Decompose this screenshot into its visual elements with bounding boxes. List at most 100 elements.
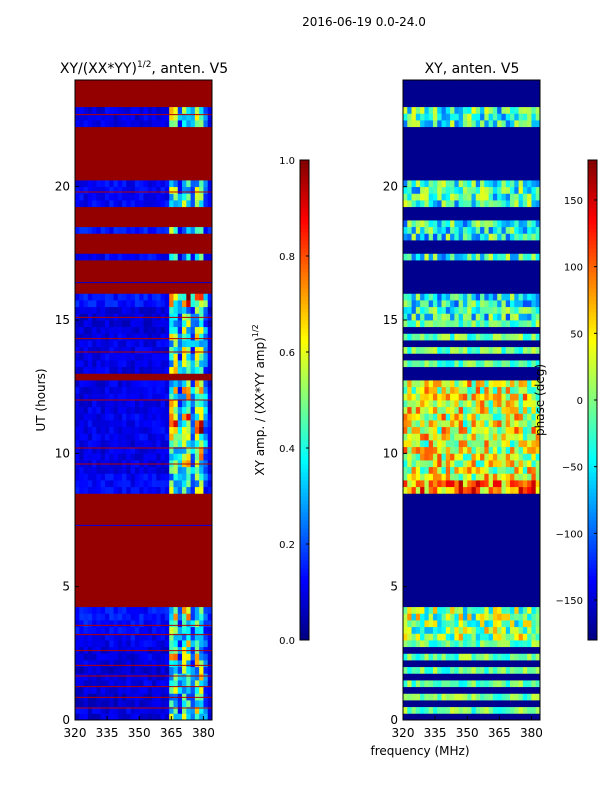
- left-cell: [130, 540, 136, 548]
- left-cell: [79, 113, 84, 121]
- right-cell: [467, 486, 472, 494]
- left-cell: [177, 346, 183, 354]
- left-cell: [160, 326, 166, 334]
- left-colorbar-swatch: [300, 616, 309, 621]
- left-cell: [139, 666, 144, 674]
- right-cell: [492, 360, 498, 368]
- left-cell: [156, 320, 162, 328]
- right-cell: [411, 513, 417, 521]
- right-cell: [518, 360, 524, 368]
- left-cell: [173, 426, 179, 434]
- right-cell: [475, 686, 481, 694]
- right-cell: [407, 613, 412, 621]
- left-cell: [194, 160, 200, 168]
- right-cell: [424, 553, 430, 561]
- right-cell: [454, 386, 460, 394]
- left-cell: [87, 566, 93, 574]
- right-cell: [531, 593, 537, 601]
- right-cell: [432, 506, 438, 514]
- left-cell: [96, 146, 102, 154]
- left-cell: [75, 513, 80, 521]
- left-cell: [156, 440, 162, 448]
- left-cell: [75, 266, 80, 274]
- left-cell: [164, 553, 170, 561]
- right-cell: [450, 546, 455, 554]
- left-cell: [177, 286, 183, 294]
- left-cell: [100, 700, 106, 708]
- left-cell: [134, 226, 140, 234]
- right-cell: [437, 426, 442, 434]
- right-cell: [420, 660, 425, 668]
- right-cell: [462, 620, 468, 628]
- right-cell: [518, 500, 524, 508]
- right-cell: [467, 700, 472, 708]
- left-cell: [79, 473, 84, 481]
- left-cell: [92, 680, 97, 688]
- right-cell: [501, 526, 507, 534]
- left-cell: [177, 573, 183, 581]
- left-colorbar-swatch: [300, 628, 309, 633]
- left-cell: [203, 366, 209, 374]
- right-cell: [454, 500, 460, 508]
- left-cell: [182, 493, 187, 501]
- left-cell: [143, 680, 149, 688]
- right-cell: [514, 620, 519, 628]
- right-cell: [411, 593, 417, 601]
- left-cell: [186, 200, 191, 208]
- left-cell: [199, 173, 204, 181]
- left-cell: [186, 493, 191, 501]
- left-cell: [113, 573, 119, 581]
- left-cell: [117, 640, 123, 648]
- right-cell: [407, 440, 412, 448]
- left-cell: [130, 173, 136, 181]
- left-cell: [79, 573, 84, 581]
- left-colorbar-swatch: [300, 580, 309, 585]
- right-cell: [518, 400, 524, 408]
- right-cell: [497, 626, 502, 634]
- left-cell: [109, 273, 114, 281]
- left-cell: [152, 426, 157, 434]
- left-cell: [207, 186, 213, 194]
- left-cell: [207, 280, 213, 288]
- left-cell: [160, 560, 166, 568]
- right-cell: [407, 380, 412, 388]
- left-cell: [100, 300, 106, 308]
- left-cell: [173, 340, 179, 348]
- right-cell: [475, 700, 481, 708]
- left-cell: [182, 626, 187, 634]
- right-cell: [475, 660, 481, 668]
- left-cell: [87, 393, 93, 401]
- left-cell: [87, 206, 93, 214]
- right-cell: [497, 386, 502, 394]
- left-cell: [96, 573, 102, 581]
- right-cell: [535, 566, 541, 574]
- right-cell: [420, 633, 425, 641]
- left-cell: [134, 560, 140, 568]
- right-cell: [527, 380, 532, 388]
- right-cell: [415, 353, 421, 361]
- right-cell: [527, 433, 532, 441]
- left-cell: [173, 593, 179, 601]
- right-cell: [527, 373, 532, 381]
- right-cell: [403, 466, 408, 474]
- left-cell: [164, 366, 170, 374]
- left-cell: [160, 173, 166, 181]
- right-cell: [475, 520, 481, 528]
- left-cell: [160, 406, 166, 414]
- left-cell: [164, 546, 170, 554]
- right-cell: [522, 633, 528, 641]
- right-cell: [407, 420, 412, 428]
- left-cell: [207, 180, 213, 188]
- right-cell: [488, 500, 494, 508]
- right-cell: [501, 560, 507, 568]
- left-cell: [186, 486, 191, 494]
- right-cell: [484, 433, 490, 441]
- left-cell: [109, 560, 114, 568]
- left-cell: [152, 106, 157, 114]
- left-cell: [100, 466, 106, 474]
- left-cell: [126, 306, 132, 314]
- left-cell: [109, 473, 114, 481]
- left-cell: [152, 653, 157, 661]
- left-cell: [117, 413, 123, 421]
- left-cell: [203, 553, 209, 561]
